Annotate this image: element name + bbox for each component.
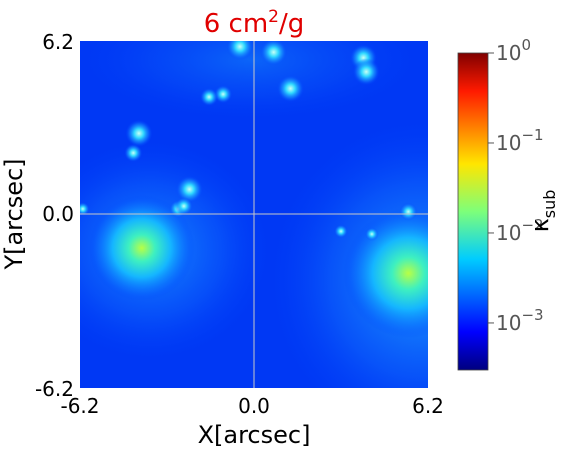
subhalo-point xyxy=(343,208,428,339)
subhalo-point xyxy=(226,41,254,61)
colorbar xyxy=(457,52,489,371)
y-tick-label: -6.2 xyxy=(35,377,74,401)
y-axis-label: Y[arcsec] xyxy=(0,158,28,270)
subhalo-point xyxy=(214,85,233,104)
colorbar-ticks: 100 10−1 10−2 10−3 xyxy=(488,36,544,335)
subhalo-point xyxy=(125,119,153,147)
subhalo-point xyxy=(365,227,379,241)
colorbar-tick-label: 10−1 xyxy=(496,126,544,155)
x-tick-label: 6.2 xyxy=(412,394,444,418)
subhalo-point xyxy=(200,87,219,106)
subhalo-point xyxy=(174,197,193,216)
subhalo-point xyxy=(260,41,288,66)
colorbar-tick-label: 10−2 xyxy=(496,216,544,245)
colorbar-tick-label: 100 xyxy=(496,36,531,65)
subhalo-point xyxy=(80,202,90,216)
subhalo-point xyxy=(352,58,380,86)
colorbar-label: κsub xyxy=(526,190,559,233)
subhalo-point xyxy=(399,202,418,221)
y-tick-label: 0.0 xyxy=(42,202,74,226)
x-tick-label: 0.0 xyxy=(238,394,270,418)
density-layer xyxy=(80,41,428,388)
y-tick-label: 6.2 xyxy=(42,30,74,54)
colorbar-tick-label: 10−3 xyxy=(496,306,544,335)
x-axis-label: X[arcsec] xyxy=(198,421,311,449)
subhalo-point xyxy=(124,143,143,162)
subhalo-point xyxy=(276,75,304,103)
subhalo-point xyxy=(88,195,195,302)
subhalo-point xyxy=(175,175,203,203)
chart-title: 6 cm2/g xyxy=(204,7,305,39)
x-tick-label: -6.2 xyxy=(60,394,99,418)
subhalo-point xyxy=(334,224,348,239)
